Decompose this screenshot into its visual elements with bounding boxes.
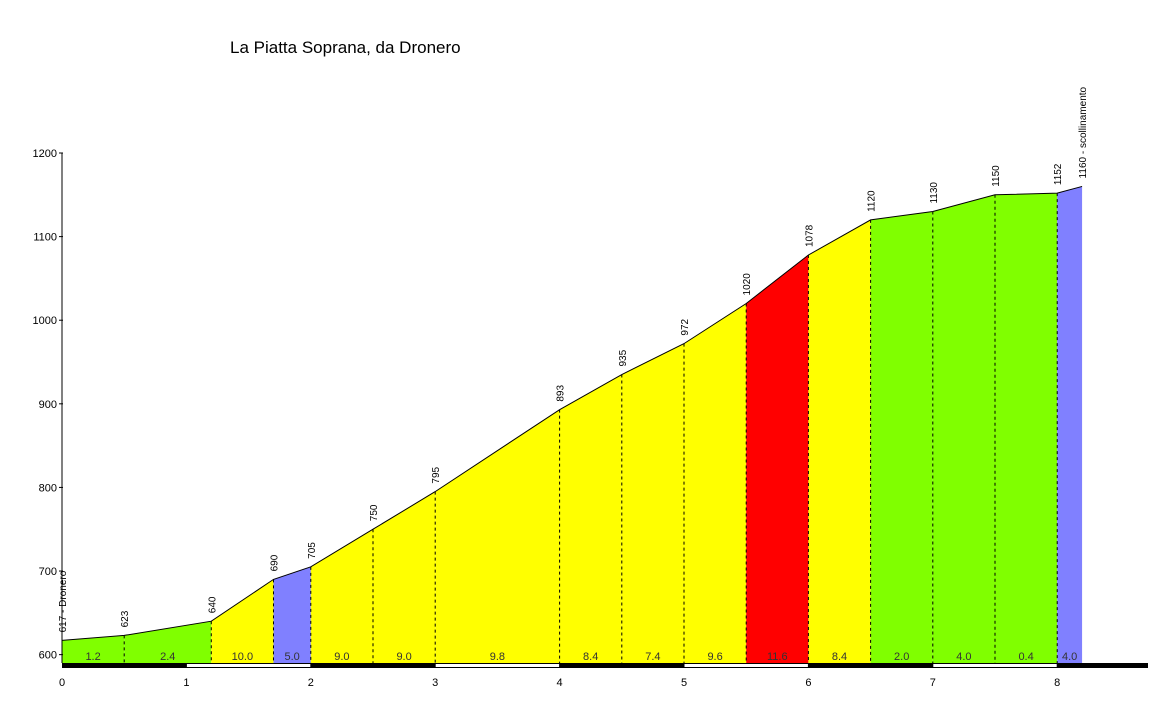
gradient-label: 2.0 [894, 651, 909, 663]
chart-title: La Piatta Soprana, da Dronero [230, 38, 461, 57]
profile-segment [62, 635, 125, 663]
elevation-labels: 617 - Dronero 623 640 690 705 750 795 893 935 972… [58, 86, 1089, 632]
gradient-label: 8.4 [583, 651, 598, 663]
gradient-label: 10.0 [232, 651, 253, 663]
elevation-label: 1120 [867, 190, 878, 212]
y-tick-label: 1000 [33, 315, 57, 327]
gradient-label: 4.0 [956, 651, 971, 663]
km-bar-base [62, 663, 1148, 668]
y-tick-label: 700 [39, 566, 57, 578]
y-tick-label: 900 [39, 399, 57, 411]
gradient-labels: 1.2 2.4 10.0 5.0 9.0 9.0 9.8 8.4 7.4 9.6 11.6 8.4 2.… [85, 651, 1077, 663]
elevation-label: 1130 [929, 182, 940, 204]
km-bar: 0 1 2 3 4 5 6 7 8 [59, 663, 1148, 689]
elevation-label: 1150 [991, 165, 1002, 187]
profile-segment [808, 219, 871, 663]
elevation-label: 795 [431, 466, 442, 483]
profile-outline [61, 185, 1083, 641]
gradient-label: 5.0 [284, 651, 299, 663]
elevation-label: 1078 [804, 224, 815, 247]
elevation-label: 690 [269, 554, 280, 571]
y-tick-label: 1100 [33, 232, 57, 244]
x-tick-label: 8 [1054, 677, 1060, 689]
profile-segment [746, 255, 809, 663]
elevation-label: 893 [556, 385, 567, 402]
y-tick-label: 800 [39, 482, 57, 494]
x-tick-label: 1 [183, 677, 189, 689]
elevation-label: 1160 - scollinamento [1078, 86, 1089, 178]
profile-segment [621, 343, 684, 663]
km-bar-white-block [684, 664, 808, 667]
elevation-label: 1020 [742, 273, 753, 296]
x-tick-label: 6 [805, 677, 811, 689]
elevation-label: 640 [207, 596, 218, 613]
segment-dividers [123, 193, 1058, 663]
profile-segment [273, 566, 311, 663]
y-tick-label: 600 [39, 650, 57, 662]
gradient-label: 7.4 [645, 651, 660, 663]
elevation-label: 1152 [1053, 163, 1064, 185]
gradient-label: 9.6 [707, 651, 722, 663]
km-bar-white-block [186, 664, 311, 667]
x-tick-label: 3 [432, 677, 438, 689]
profile-segment [559, 374, 622, 663]
km-bar-white-block [435, 664, 560, 667]
x-tick-label: 7 [930, 677, 936, 689]
profile-segments [62, 186, 1083, 663]
profile-segment [1057, 186, 1083, 663]
gradient-label: 4.0 [1062, 651, 1077, 663]
elevation-label: 617 - Dronero [58, 570, 69, 632]
profile-segment [211, 579, 274, 663]
gradient-label: 11.6 [767, 651, 788, 663]
x-tick-label: 5 [681, 677, 687, 689]
profile-segment [435, 409, 560, 663]
gradient-label: 2.4 [160, 651, 175, 663]
axes: 600 700 800 900 1000 1100 1200 [33, 148, 63, 663]
gradient-label: 0.4 [1018, 651, 1033, 663]
profile-segment [310, 529, 373, 663]
elevation-label: 623 [120, 610, 131, 627]
gradient-label: 9.0 [396, 651, 411, 663]
gradient-label: 8.4 [832, 651, 847, 663]
profile-segment [870, 211, 933, 663]
profile-segment [373, 491, 436, 663]
elevation-label: 935 [618, 349, 629, 366]
profile-segment [124, 621, 212, 663]
x-tick-label: 0 [59, 677, 65, 689]
gradient-label: 1.2 [85, 651, 100, 663]
profile-line [61, 185, 1083, 641]
elevation-label: 750 [369, 504, 380, 521]
y-tick-label: 1200 [33, 148, 57, 160]
x-tick-label: 2 [308, 677, 314, 689]
gradient-label: 9.8 [490, 651, 505, 663]
profile-segment [995, 193, 1058, 663]
x-tick-label: 4 [557, 677, 563, 689]
km-bar-white-block [933, 664, 1057, 667]
elevation-label: 972 [680, 318, 691, 335]
profile-segment [684, 303, 747, 663]
elevation-label: 705 [307, 542, 318, 559]
profile-segment [932, 194, 995, 663]
gradient-label: 9.0 [334, 651, 349, 663]
